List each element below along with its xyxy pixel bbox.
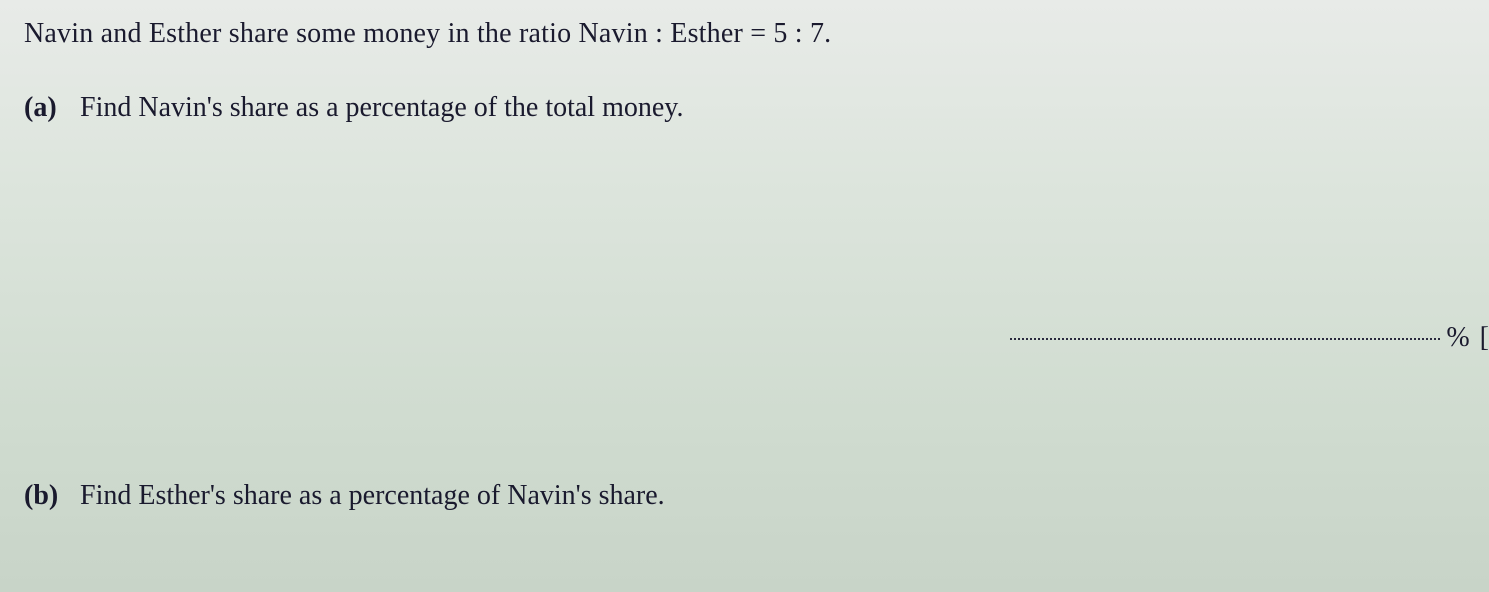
part-b-text: Find Esther's share as a percentage of N…	[80, 480, 665, 512]
part-b-label: (b)	[24, 480, 80, 512]
question-intro: Navin and Esther share some money in the…	[24, 18, 1465, 50]
question-part-a: (a) Find Navin's share as a percentage o…	[24, 92, 1465, 124]
answer-dotted-line	[1010, 338, 1440, 340]
part-a-text: Find Navin's share as a percentage of th…	[80, 92, 683, 124]
answer-line-a: % [	[1010, 322, 1489, 354]
answer-bracket: [	[1480, 322, 1489, 354]
question-part-b: (b) Find Esther's share as a percentage …	[24, 480, 665, 512]
part-a-label: (a)	[24, 92, 80, 124]
answer-unit: %	[1446, 322, 1469, 354]
